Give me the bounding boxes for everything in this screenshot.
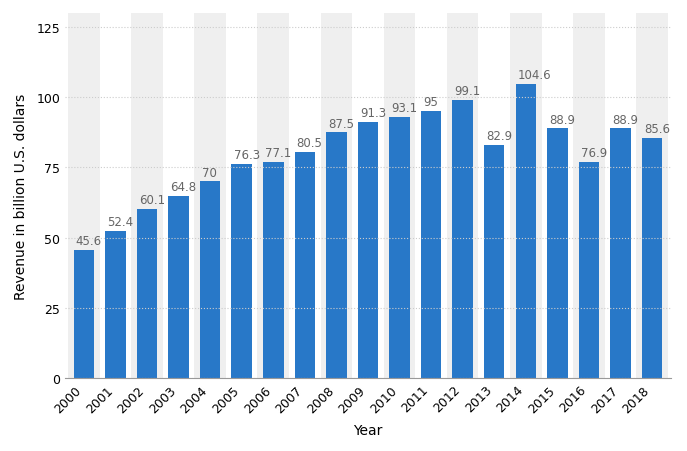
- Bar: [232, 165, 252, 378]
- Bar: [578, 163, 599, 378]
- Text: 52.4: 52.4: [107, 216, 133, 229]
- Bar: [390, 117, 409, 378]
- Text: 45.6: 45.6: [76, 235, 102, 248]
- Y-axis label: Revenue in billion U.S. dollars: Revenue in billion U.S. dollars: [14, 93, 28, 299]
- Bar: [421, 112, 441, 378]
- Text: 70: 70: [202, 166, 217, 179]
- Text: 80.5: 80.5: [297, 137, 322, 150]
- Text: 88.9: 88.9: [549, 113, 575, 126]
- Bar: [321, 14, 352, 378]
- Bar: [263, 162, 284, 378]
- Bar: [200, 182, 221, 378]
- Bar: [573, 14, 605, 378]
- Bar: [326, 133, 347, 378]
- Text: 95: 95: [423, 96, 438, 109]
- Bar: [105, 231, 126, 378]
- Bar: [510, 14, 541, 378]
- Text: 93.1: 93.1: [392, 101, 418, 115]
- Bar: [452, 101, 473, 378]
- Bar: [258, 14, 289, 378]
- Bar: [295, 152, 315, 378]
- Text: 85.6: 85.6: [644, 123, 670, 136]
- Text: 77.1: 77.1: [265, 147, 291, 159]
- Bar: [74, 250, 94, 378]
- Text: 104.6: 104.6: [517, 69, 551, 82]
- Bar: [137, 210, 157, 378]
- Text: 91.3: 91.3: [360, 106, 386, 120]
- Bar: [384, 14, 416, 378]
- Text: 60.1: 60.1: [139, 194, 165, 207]
- Text: 87.5: 87.5: [328, 117, 354, 130]
- Bar: [447, 14, 478, 378]
- Bar: [131, 14, 163, 378]
- Text: 76.3: 76.3: [234, 149, 260, 161]
- Bar: [642, 138, 662, 378]
- Bar: [194, 14, 226, 378]
- Text: 88.9: 88.9: [612, 113, 638, 126]
- Bar: [68, 14, 100, 378]
- Bar: [168, 197, 189, 378]
- Bar: [484, 146, 504, 378]
- Bar: [515, 85, 536, 378]
- X-axis label: Year: Year: [353, 423, 383, 437]
- Text: 64.8: 64.8: [170, 181, 196, 194]
- Bar: [358, 122, 379, 378]
- Text: 76.9: 76.9: [581, 147, 607, 160]
- Text: 82.9: 82.9: [486, 130, 512, 143]
- Bar: [610, 129, 631, 378]
- Bar: [547, 129, 567, 378]
- Bar: [636, 14, 668, 378]
- Text: 99.1: 99.1: [454, 85, 481, 98]
